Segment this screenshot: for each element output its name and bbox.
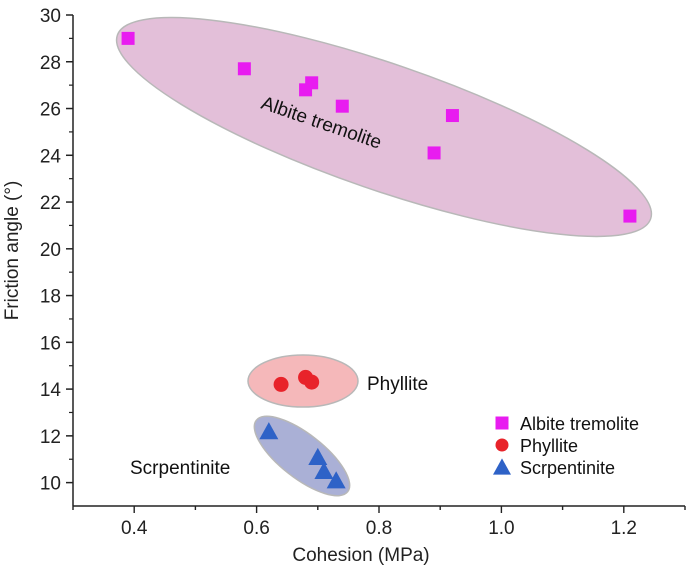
legend-marker-triangle (493, 458, 511, 475)
y-tick-label: 22 (40, 193, 61, 214)
data-point-triangle (326, 471, 346, 489)
cluster-label: Scrpentinite (130, 458, 230, 479)
data-point-square (623, 209, 637, 223)
data-point-circle (273, 376, 289, 392)
cluster-ellipse-2 (253, 415, 351, 497)
x-tick-label: 0.8 (366, 518, 392, 539)
data-point-square (121, 31, 135, 45)
y-tick-label: 12 (40, 427, 61, 448)
y-tick-label: 18 (40, 287, 61, 308)
x-tick-label: 1.0 (488, 518, 514, 539)
legend-entry: Phyllite (520, 436, 578, 456)
y-tick-label: 16 (40, 333, 61, 354)
x-tick-label: 0.4 (121, 518, 148, 539)
data-point-square (445, 109, 459, 123)
data-point-triangle (308, 447, 328, 465)
data-point-square (237, 62, 251, 76)
y-tick-label: 10 (40, 474, 61, 495)
y-tick-label: 26 (40, 100, 61, 121)
data-points (121, 31, 637, 489)
x-axis-title: Cohesion (MPa) (292, 545, 429, 566)
data-point-triangle (259, 422, 279, 440)
legend-entry: Scrpentinite (520, 458, 615, 478)
cluster-ellipse-0 (115, 16, 653, 238)
cluster-label: Phyllite (367, 374, 428, 395)
y-tick-label: 30 (40, 6, 61, 27)
x-tick-label: 1.2 (611, 518, 637, 539)
data-point-triangle (314, 461, 334, 480)
y-tick-label: 28 (40, 53, 61, 74)
data-point-circle (304, 374, 320, 390)
legend-entry: Albite tremolite (520, 414, 639, 434)
y-tick-label: 14 (40, 380, 62, 401)
y-axis-title: Friction angle (°) (2, 181, 23, 321)
x-tick-label: 0.6 (243, 518, 269, 539)
y-tick-label: 24 (40, 146, 62, 167)
y-tick-label: 20 (40, 240, 61, 261)
data-point-square (305, 76, 319, 90)
legend-marker-circle (495, 438, 509, 452)
data-point-square (427, 146, 441, 160)
legend-marker-square (495, 416, 509, 430)
axes: 10 12 14 16 18 20 22 24 26 28 30 0.4 0.6 0.8 1.0 1.2 Coh… (2, 6, 686, 566)
data-point-square (335, 99, 349, 113)
